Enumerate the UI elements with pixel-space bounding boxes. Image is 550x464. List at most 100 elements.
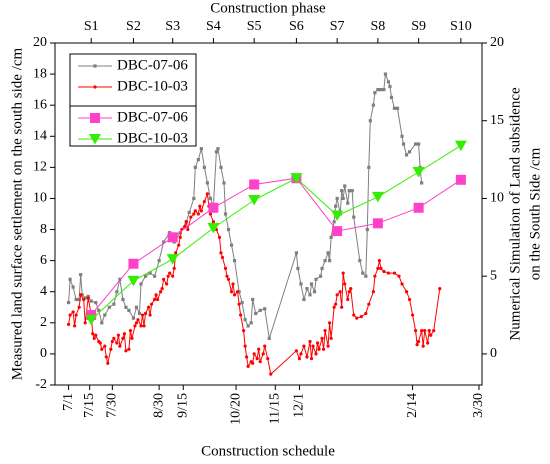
marker <box>377 259 381 263</box>
marker <box>162 240 166 244</box>
marker <box>376 266 380 271</box>
marker <box>415 342 419 347</box>
marker <box>242 328 246 333</box>
marker <box>346 201 350 205</box>
marker <box>166 274 170 278</box>
marker <box>115 290 119 294</box>
marker <box>121 336 125 340</box>
marker <box>432 328 436 333</box>
marker <box>389 95 394 100</box>
marker <box>373 91 377 95</box>
marker <box>106 361 110 365</box>
marker <box>335 196 339 201</box>
marker <box>255 356 259 361</box>
marker <box>160 287 164 291</box>
marker <box>263 307 267 311</box>
marker <box>404 153 409 157</box>
marker <box>302 297 306 302</box>
marker <box>142 324 146 328</box>
marker <box>352 215 356 219</box>
marker <box>143 311 148 316</box>
marker <box>77 297 81 302</box>
x2-tick-label: S4 <box>206 19 221 34</box>
marker <box>386 271 391 275</box>
marker <box>417 339 421 344</box>
marker <box>231 282 235 286</box>
marker <box>296 266 300 271</box>
marker <box>367 302 371 306</box>
marker <box>232 293 237 297</box>
marker <box>79 273 83 277</box>
marker <box>74 313 78 317</box>
y2-tick-label: 15 <box>490 113 504 128</box>
marker <box>146 305 151 309</box>
marker <box>420 328 424 333</box>
marker <box>89 299 93 303</box>
marker <box>68 313 72 317</box>
marker <box>341 271 345 275</box>
marker <box>376 88 380 92</box>
marker <box>429 333 433 337</box>
y-tick-label: 20 <box>33 35 47 50</box>
y-tick-label: 6 <box>40 253 47 268</box>
marker <box>166 254 179 265</box>
plot-frame <box>54 42 483 386</box>
marker <box>196 212 200 216</box>
marker <box>100 347 104 351</box>
marker <box>269 372 273 376</box>
marker <box>235 290 240 294</box>
marker <box>251 361 255 365</box>
x-tick-label: 3/30 <box>471 393 486 418</box>
marker <box>454 140 467 152</box>
x-tick-label: 7/30 <box>105 393 120 418</box>
marker <box>74 297 78 302</box>
marker <box>361 271 365 275</box>
x2-tick-label: S5 <box>247 19 262 34</box>
marker <box>68 277 72 281</box>
marker <box>167 232 178 243</box>
marker <box>382 269 386 274</box>
marker <box>73 324 77 328</box>
marker <box>198 204 202 208</box>
marker <box>205 181 209 185</box>
marker <box>112 302 116 306</box>
marker <box>157 259 161 263</box>
x2-tick-label: S3 <box>165 19 180 34</box>
marker <box>131 316 136 320</box>
marker <box>154 293 158 297</box>
marker <box>187 210 191 215</box>
marker <box>258 308 262 312</box>
marker <box>211 220 216 224</box>
marker <box>93 64 97 68</box>
marker <box>156 297 160 302</box>
marker <box>226 227 231 232</box>
x-tick-label: 7/1 <box>61 393 76 411</box>
marker <box>266 356 270 361</box>
marker <box>89 134 101 145</box>
marker <box>220 255 225 260</box>
marker <box>162 277 166 281</box>
x2-tick-label: S6 <box>289 19 304 34</box>
marker <box>299 282 303 286</box>
marker <box>205 192 209 196</box>
marker <box>232 259 237 263</box>
marker <box>143 274 148 278</box>
marker <box>317 347 321 351</box>
y-tick-label: 2 <box>40 315 47 330</box>
marker <box>379 266 383 271</box>
marker <box>328 321 332 325</box>
marker <box>323 259 327 263</box>
marker <box>243 344 247 348</box>
marker <box>455 174 466 185</box>
marker <box>109 347 113 351</box>
marker <box>152 274 157 278</box>
marker <box>137 311 142 316</box>
marker <box>130 336 134 340</box>
marker <box>217 235 222 239</box>
series-line <box>68 73 423 339</box>
marker <box>94 301 98 305</box>
marker <box>334 302 338 306</box>
marker <box>400 134 404 138</box>
marker <box>308 293 312 297</box>
y-tick-label: -2 <box>35 377 47 392</box>
